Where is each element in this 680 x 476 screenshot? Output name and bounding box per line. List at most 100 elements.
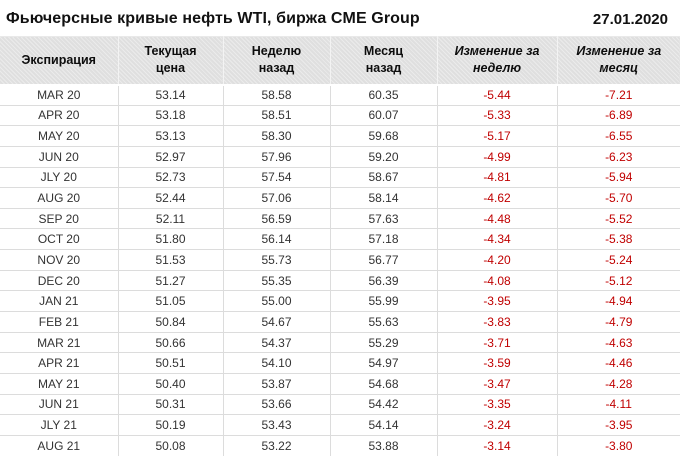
expiration-cell: SEP 20 [0, 207, 119, 230]
expiration-cell: OCT 20 [0, 228, 119, 251]
week-ago-cell: 58.51 [223, 104, 331, 127]
week-ago-cell: 54.67 [223, 311, 331, 333]
column-header-week-ago: Неделю назад [223, 36, 331, 86]
week-change-cell: -4.34 [437, 228, 558, 251]
month-ago-cell: 54.97 [330, 352, 438, 374]
week-ago-cell: 58.58 [223, 84, 331, 106]
current-price-cell: 53.14 [118, 84, 224, 106]
month-ago-cell: 57.63 [330, 207, 438, 230]
table-row: SEP 20 52.11 56.59 57.63 -4.48 -5.52 [0, 207, 680, 230]
week-ago-cell: 53.87 [223, 372, 331, 395]
page-title: Фьючерсные кривые нефть WTI, биржа CME G… [6, 10, 420, 27]
expiration-cell: NOV 20 [0, 249, 119, 271]
current-price-cell: 51.27 [118, 269, 224, 292]
week-ago-cell: 53.43 [223, 414, 331, 436]
table-row: MAR 20 53.14 58.58 60.35 -5.44 -7.21 [0, 84, 680, 106]
expiration-cell: JLY 21 [0, 414, 119, 436]
month-change-cell: -4.11 [557, 393, 680, 416]
expiration-cell: DEC 20 [0, 269, 119, 292]
expiration-cell: APR 21 [0, 352, 119, 374]
current-price-cell: 50.51 [118, 352, 224, 374]
expiration-cell: APR 20 [0, 104, 119, 127]
current-price-cell: 50.08 [118, 434, 224, 457]
table-row: FEB 21 50.84 54.67 55.63 -3.83 -4.79 [0, 311, 680, 333]
month-change-cell: -5.52 [557, 207, 680, 230]
table-row: APR 21 50.51 54.10 54.97 -3.59 -4.46 [0, 352, 680, 374]
month-ago-cell: 59.20 [330, 145, 438, 168]
week-change-cell: -3.35 [437, 393, 558, 416]
month-change-cell: -5.94 [557, 166, 680, 189]
week-ago-cell: 58.30 [223, 125, 331, 147]
month-change-cell: -5.24 [557, 249, 680, 271]
month-ago-cell: 56.77 [330, 249, 438, 271]
month-ago-cell: 54.14 [330, 414, 438, 436]
month-change-cell: -4.46 [557, 352, 680, 374]
expiration-cell: MAR 21 [0, 331, 119, 354]
week-change-cell: -3.71 [437, 331, 558, 354]
current-price-cell: 53.13 [118, 125, 224, 147]
month-ago-cell: 57.18 [330, 228, 438, 251]
column-header-month-ago: Месяц назад [330, 36, 438, 86]
titlebar: Фьючерсные кривые нефть WTI, биржа CME G… [0, 0, 680, 36]
expiration-cell: AUG 20 [0, 187, 119, 209]
current-price-cell: 50.19 [118, 414, 224, 436]
expiration-cell: MAY 21 [0, 372, 119, 395]
week-ago-cell: 55.35 [223, 269, 331, 292]
month-change-cell: -4.63 [557, 331, 680, 354]
current-price-cell: 52.73 [118, 166, 224, 189]
week-change-cell: -3.47 [437, 372, 558, 395]
report-date: 27.01.2020 [592, 10, 668, 28]
table-row: AUG 21 50.08 53.22 53.88 -3.14 -3.80 [0, 434, 680, 457]
week-change-cell: -3.59 [437, 352, 558, 374]
month-change-cell: -4.28 [557, 372, 680, 395]
futures-table: Экспирация Текущая цена Неделю назад Месяц … [0, 36, 680, 457]
month-ago-cell: 54.68 [330, 372, 438, 395]
month-ago-cell: 59.68 [330, 125, 438, 147]
current-price-cell: 50.31 [118, 393, 224, 416]
week-change-cell: -5.17 [437, 125, 558, 147]
week-ago-cell: 54.37 [223, 331, 331, 354]
week-change-cell: -3.24 [437, 414, 558, 436]
expiration-cell: MAY 20 [0, 125, 119, 147]
month-ago-cell: 53.88 [330, 434, 438, 457]
week-change-cell: -4.81 [437, 166, 558, 189]
current-price-cell: 52.97 [118, 145, 224, 168]
month-change-cell: -5.70 [557, 187, 680, 209]
current-price-cell: 50.40 [118, 372, 224, 395]
table-row: JLY 20 52.73 57.54 58.67 -4.81 -5.94 [0, 166, 680, 189]
week-change-cell: -4.62 [437, 187, 558, 209]
table-row: JUN 21 50.31 53.66 54.42 -3.35 -4.11 [0, 393, 680, 416]
week-change-cell: -4.48 [437, 207, 558, 230]
column-header-current-price: Текущая цена [118, 36, 224, 86]
current-price-cell: 53.18 [118, 104, 224, 127]
month-change-cell: -5.12 [557, 269, 680, 292]
week-ago-cell: 53.22 [223, 434, 331, 457]
expiration-cell: JUN 21 [0, 393, 119, 416]
column-header-expiration: Экспирация [0, 36, 119, 86]
table-row: APR 20 53.18 58.51 60.07 -5.33 -6.89 [0, 104, 680, 127]
table-row: DEC 20 51.27 55.35 56.39 -4.08 -5.12 [0, 269, 680, 292]
expiration-cell: JUN 20 [0, 145, 119, 168]
table-row: MAY 20 53.13 58.30 59.68 -5.17 -6.55 [0, 125, 680, 147]
week-ago-cell: 56.14 [223, 228, 331, 251]
week-change-cell: -5.44 [437, 84, 558, 106]
month-ago-cell: 55.99 [330, 290, 438, 313]
month-change-cell: -6.89 [557, 104, 680, 127]
expiration-cell: AUG 21 [0, 434, 119, 457]
table-row: JAN 21 51.05 55.00 55.99 -3.95 -4.94 [0, 290, 680, 313]
week-ago-cell: 57.06 [223, 187, 331, 209]
month-ago-cell: 60.35 [330, 84, 438, 106]
table-row: MAY 21 50.40 53.87 54.68 -3.47 -4.28 [0, 372, 680, 395]
week-ago-cell: 57.96 [223, 145, 331, 168]
month-ago-cell: 55.63 [330, 311, 438, 333]
month-ago-cell: 55.29 [330, 331, 438, 354]
month-ago-cell: 58.14 [330, 187, 438, 209]
week-ago-cell: 54.10 [223, 352, 331, 374]
current-price-cell: 51.53 [118, 249, 224, 271]
week-change-cell: -3.14 [437, 434, 558, 457]
table-header: Экспирация Текущая цена Неделю назад Месяц … [0, 36, 680, 86]
expiration-cell: FEB 21 [0, 311, 119, 333]
current-price-cell: 50.66 [118, 331, 224, 354]
week-ago-cell: 57.54 [223, 166, 331, 189]
